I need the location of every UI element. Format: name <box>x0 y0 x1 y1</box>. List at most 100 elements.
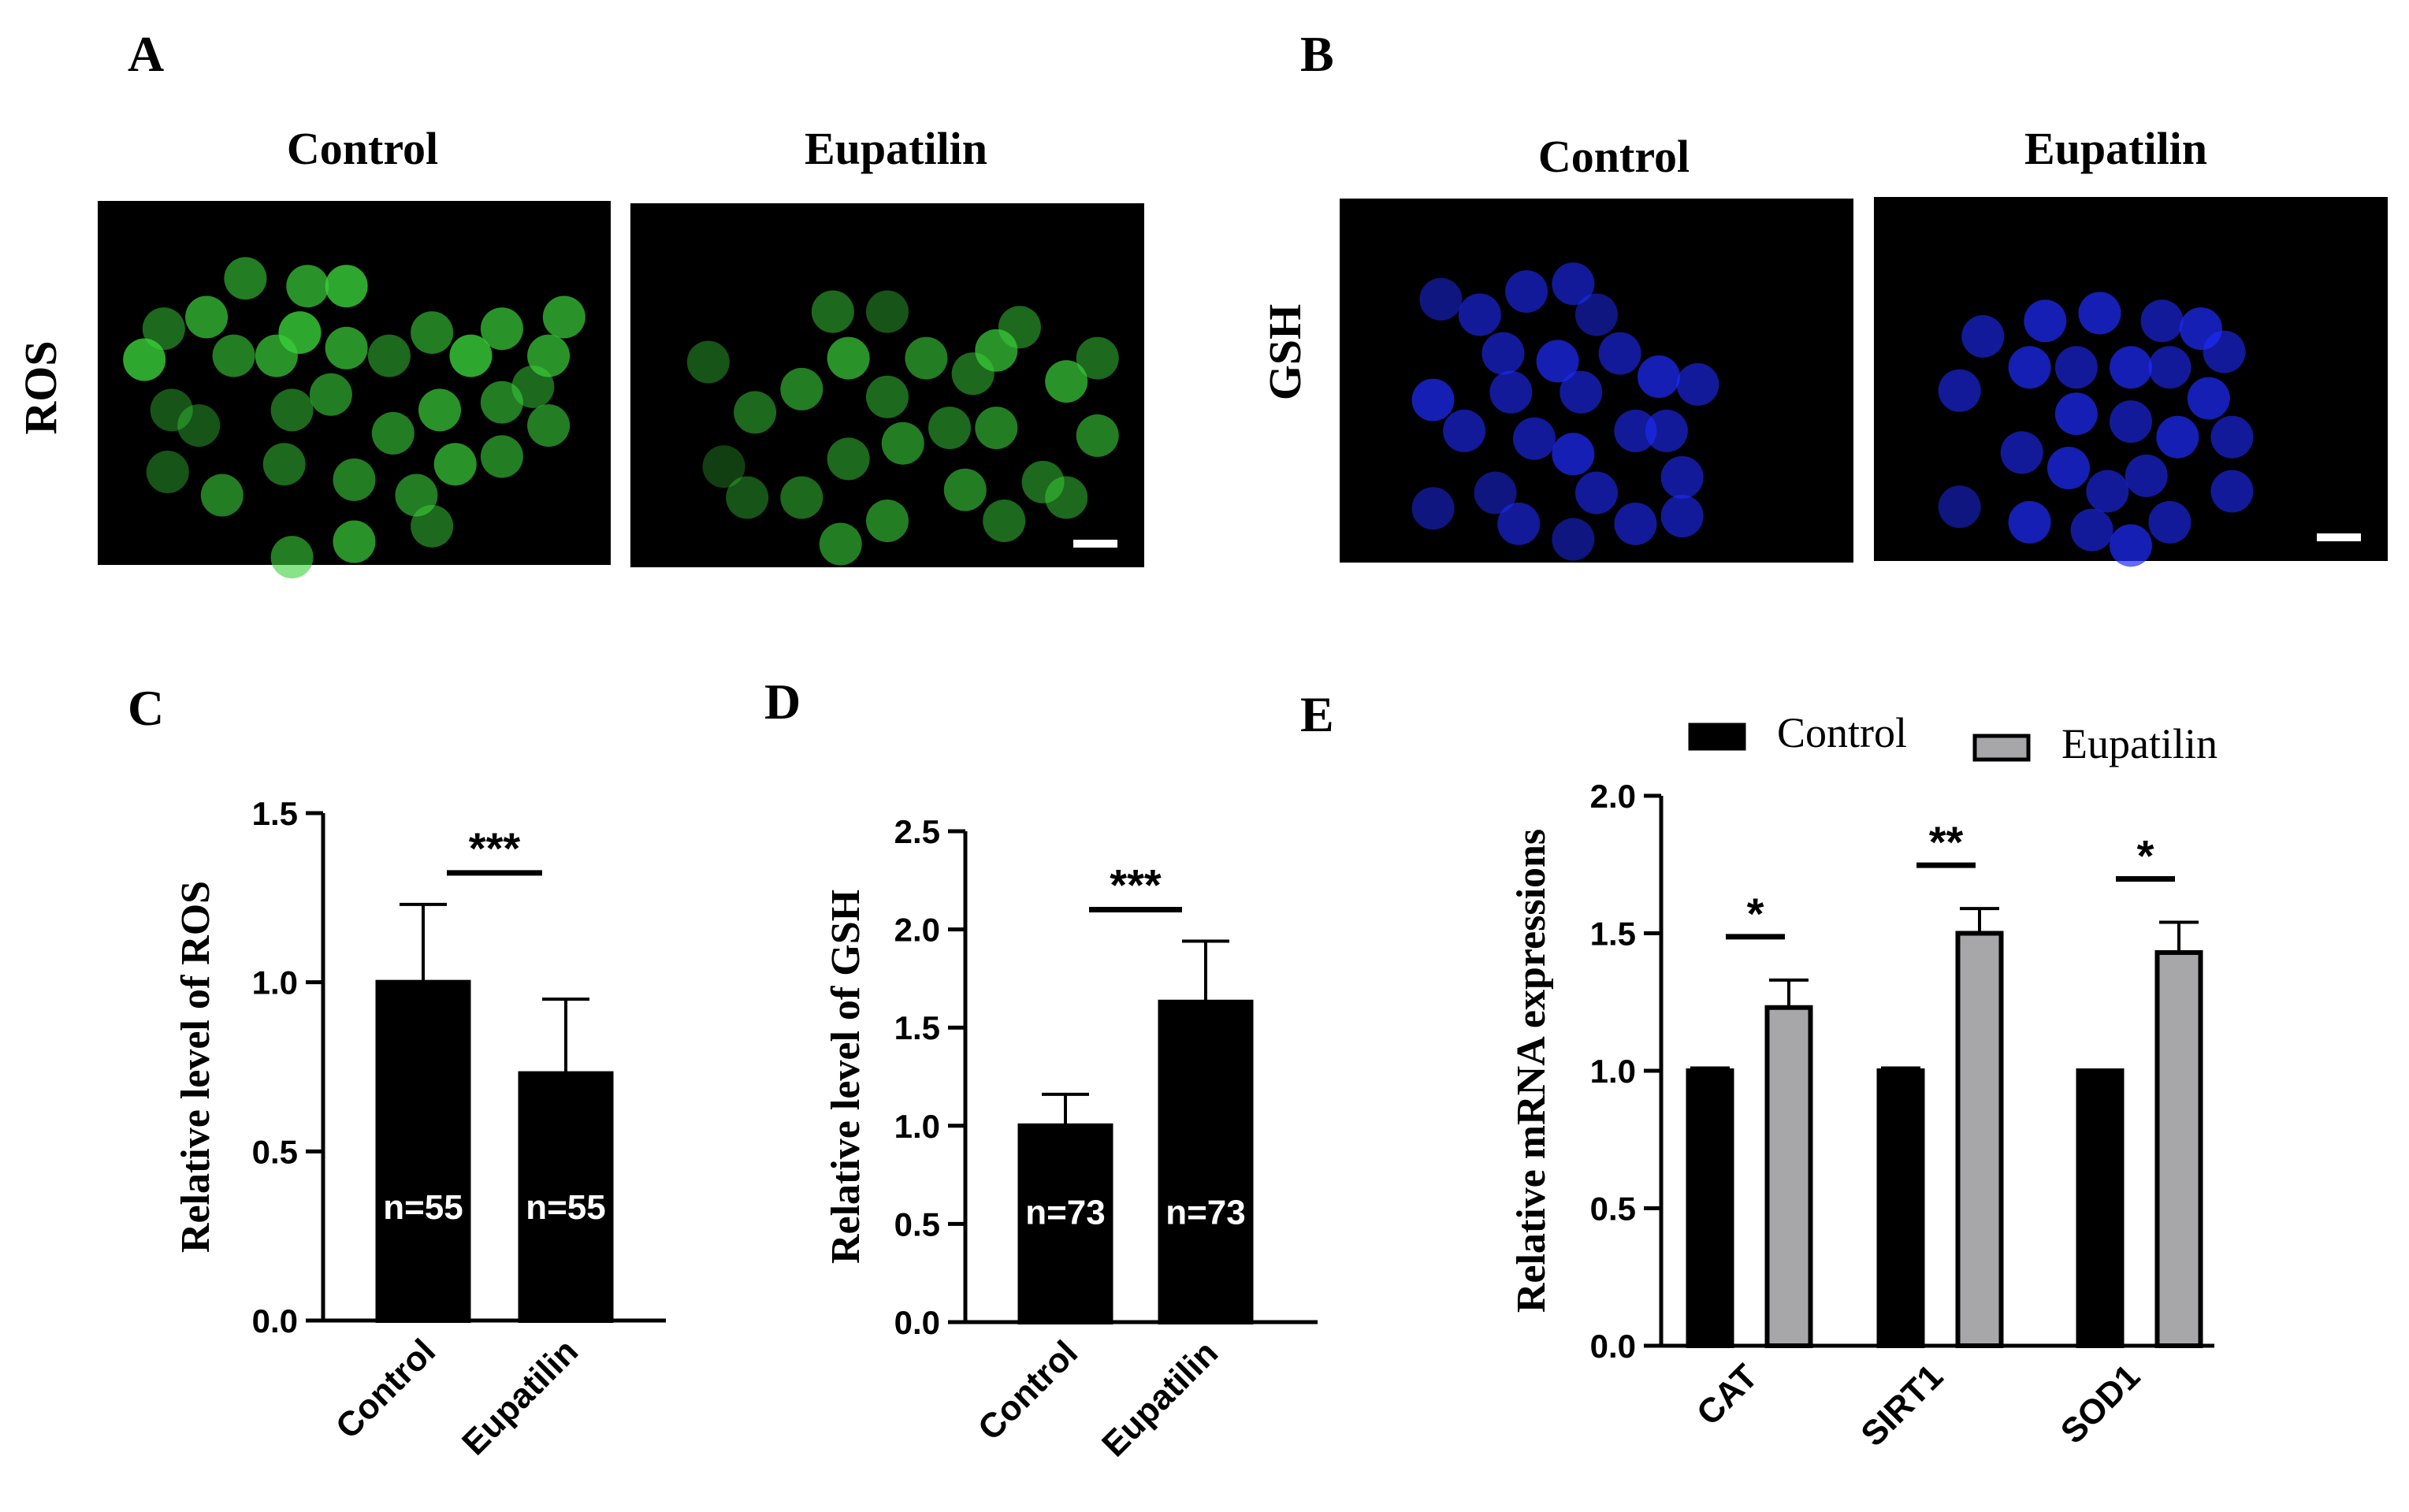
micrograph-cell <box>702 445 745 489</box>
bar <box>2076 1068 2125 1348</box>
micrograph-cell <box>411 504 454 548</box>
micrograph-cell <box>185 295 229 339</box>
micrograph-cell <box>371 411 415 455</box>
micrograph-cell <box>928 407 972 450</box>
y-tick-label: 2.0 <box>1590 778 1636 815</box>
micrograph-cell <box>2070 508 2113 552</box>
panel-letter-c: C <box>128 680 164 736</box>
panel-letter-d: D <box>764 674 801 730</box>
micrograph-cell <box>270 388 314 432</box>
x-tick-label: Control <box>971 1333 1085 1447</box>
micrograph-cell <box>1614 502 1657 545</box>
micrograph-cell <box>224 257 267 300</box>
significance-marker: *** <box>1110 860 1162 910</box>
micrograph-cell <box>542 295 586 339</box>
gsh-control-micrograph <box>1340 199 1853 563</box>
micrograph-cell <box>1660 495 1704 538</box>
micrograph-cell <box>480 307 523 351</box>
micrograph-cell <box>1411 487 1455 530</box>
x-tick-label: Eupatilin <box>455 1332 586 1462</box>
panel-a-row-label: ROS <box>15 340 66 434</box>
micrograph-cell <box>905 336 948 380</box>
y-tick-label: 1.5 <box>252 795 298 832</box>
micrograph-cell <box>1443 409 1486 452</box>
micrograph-cell <box>2008 500 2051 544</box>
y-tick-label: 0.5 <box>1590 1191 1636 1228</box>
micrograph-cell <box>2203 330 2246 373</box>
micrograph-cell <box>1575 471 1618 515</box>
bar <box>1158 999 1254 1324</box>
bar-label: n=73 <box>1025 1193 1106 1232</box>
micrograph-cell <box>333 520 376 563</box>
y-axis-label: Relative level of GSH <box>823 890 868 1264</box>
micrograph-cell <box>2000 431 2043 474</box>
micrograph-cell <box>1598 332 1641 375</box>
panel-a: A Control Eupatilin ROS <box>15 26 1144 579</box>
micrograph-cell <box>2110 346 2152 389</box>
micrograph-cell <box>333 458 376 501</box>
micrograph-cell <box>1660 455 1704 499</box>
micrograph-cell <box>325 265 368 308</box>
y-tick-label: 1.5 <box>1590 916 1636 953</box>
micrograph-cell <box>827 336 870 380</box>
bar <box>1764 1005 1813 1348</box>
y-tick-label: 0.0 <box>1590 1328 1636 1365</box>
micrograph-cell <box>975 407 1018 450</box>
micrograph-cell <box>123 338 166 381</box>
significance-marker: * <box>2137 831 2154 881</box>
micrograph-cell <box>2024 299 2067 343</box>
micrograph-cell <box>998 306 1041 349</box>
y-tick-label: 1.0 <box>252 964 298 1001</box>
micrograph-cell <box>1505 269 1548 313</box>
significance-marker: *** <box>469 823 521 873</box>
x-tick-label: SOD1 <box>2054 1357 2147 1451</box>
micrograph-cell <box>2054 346 2098 389</box>
bar-label: n=55 <box>526 1188 606 1227</box>
micrograph-cell <box>1419 277 1463 321</box>
panel-letter-a: A <box>128 26 164 82</box>
micrograph-cell <box>150 388 193 432</box>
panel-b-title-eupatilin: Eupatilin <box>2024 123 2207 174</box>
micrograph-cell <box>146 451 189 494</box>
bar-label: n=55 <box>383 1188 463 1227</box>
micrograph-cell <box>881 422 924 465</box>
micrograph-cell <box>866 290 909 333</box>
bar <box>1686 1068 1734 1348</box>
micrograph-cell <box>983 500 1026 543</box>
micrograph-cell <box>827 437 870 481</box>
micrograph-cell <box>2140 299 2184 343</box>
x-tick-label: SIRT1 <box>1853 1357 1950 1454</box>
legend-label: Eupatilin <box>2061 720 2218 767</box>
micrograph-cell <box>2054 392 2098 436</box>
micrograph-cell <box>2125 454 2168 497</box>
micrograph-cell <box>1575 293 1618 336</box>
y-tick-label: 0.0 <box>252 1302 298 1339</box>
x-tick-label: Control <box>329 1332 443 1446</box>
panel-letter-e: E <box>1300 686 1334 742</box>
y-axis-label: Relative level of ROS <box>173 881 218 1253</box>
bar-label: n=73 <box>1165 1193 1246 1232</box>
y-tick-label: 0.5 <box>252 1133 298 1170</box>
y-tick-label: 1.5 <box>894 1009 940 1046</box>
ros-control-micrograph <box>98 201 611 579</box>
micrograph-cell <box>325 326 368 370</box>
micrograph-cell <box>1536 340 1579 383</box>
micrograph-cell <box>780 476 823 519</box>
panel-letter-b: B <box>1300 26 1334 82</box>
micrograph-cell <box>1938 369 1981 412</box>
y-tick-label: 2.5 <box>894 813 940 850</box>
panel-b-row-label: GSH <box>1259 304 1310 401</box>
micrograph-cell <box>2210 415 2254 459</box>
micrograph-cell <box>286 265 329 308</box>
micrograph-cell <box>1458 293 1501 336</box>
micrograph-cell <box>2086 470 2129 513</box>
micrograph-cell <box>734 391 777 434</box>
micrograph-cell <box>262 443 306 486</box>
y-tick-label: 1.0 <box>1590 1053 1636 1090</box>
ros-eupatilin-micrograph <box>630 203 1144 567</box>
micrograph-cell <box>1045 476 1088 519</box>
y-axis-label: Relative mRNA expressions <box>1509 829 1554 1313</box>
micrograph-cell <box>1489 370 1533 414</box>
bar <box>375 979 471 1323</box>
